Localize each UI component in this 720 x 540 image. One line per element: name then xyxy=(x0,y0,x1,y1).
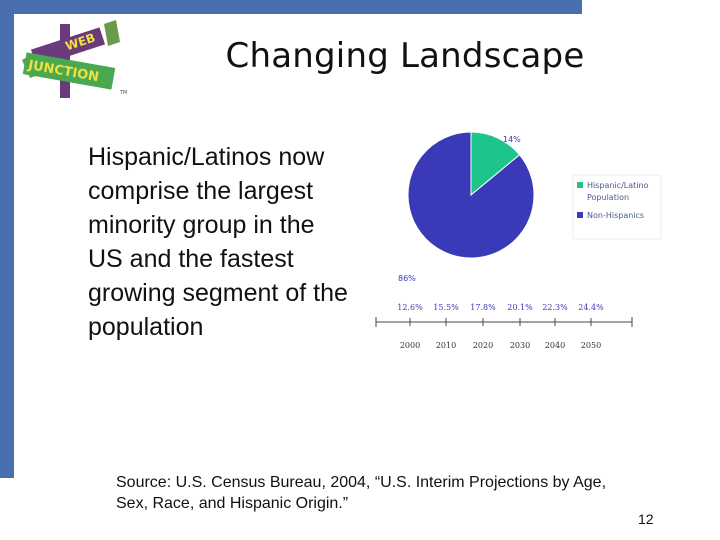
timeline-year-2040: 2040 xyxy=(545,341,565,350)
legend-swatch-non-hispanic xyxy=(577,212,583,218)
timeline-year-2050: 2050 xyxy=(581,341,601,350)
pie-slice-hispanic xyxy=(470,131,521,197)
top-accent-bar xyxy=(0,0,582,14)
timeline-year-2010: 2010 xyxy=(436,341,456,350)
timeline-percent-2030: 20.1% xyxy=(507,303,533,312)
timeline-percent-2050: 24.4% xyxy=(578,303,604,312)
slide-title: Changing Landscape xyxy=(225,36,585,76)
left-accent-bar xyxy=(0,0,14,478)
page-number: 12 xyxy=(638,511,654,527)
timeline-percent-2040: 22.3% xyxy=(542,303,568,312)
timeline-year-2000: 2000 xyxy=(400,341,420,350)
pie-label-hispanic: 14% xyxy=(503,135,521,144)
timeline-percent-2020: 17.8% xyxy=(470,303,496,312)
logo-trademark: TM xyxy=(119,90,127,96)
legend-box xyxy=(572,174,662,240)
timeline-percent-2000: 12.6% xyxy=(397,303,423,312)
pie-label-non-hispanic: 86% xyxy=(398,274,416,283)
legend-label-hispanic: Hispanic/Latino xyxy=(587,181,649,190)
webjunction-logo: WEB JUNCTION TM xyxy=(22,20,127,98)
population-chart: 14% 86% Hispanic/Latino Population Non-Hispa… xyxy=(375,131,662,350)
slide-body-text: Hispanic/Latinos now comprise the larges… xyxy=(88,143,348,341)
timeline-year-2030: 2030 xyxy=(510,341,530,350)
pie-slice-non-hispanic xyxy=(407,131,535,259)
legend-swatch-hispanic xyxy=(577,182,583,188)
legend-label-hispanic-line2: Population xyxy=(587,193,629,202)
timeline-year-2020: 2020 xyxy=(473,341,493,350)
source-citation: Source: U.S. Census Bureau, 2004, “U.S. … xyxy=(116,474,607,512)
timeline-percent-2010: 15.5% xyxy=(433,303,459,312)
legend-label-non-hispanic: Non-Hispanics xyxy=(587,211,644,220)
